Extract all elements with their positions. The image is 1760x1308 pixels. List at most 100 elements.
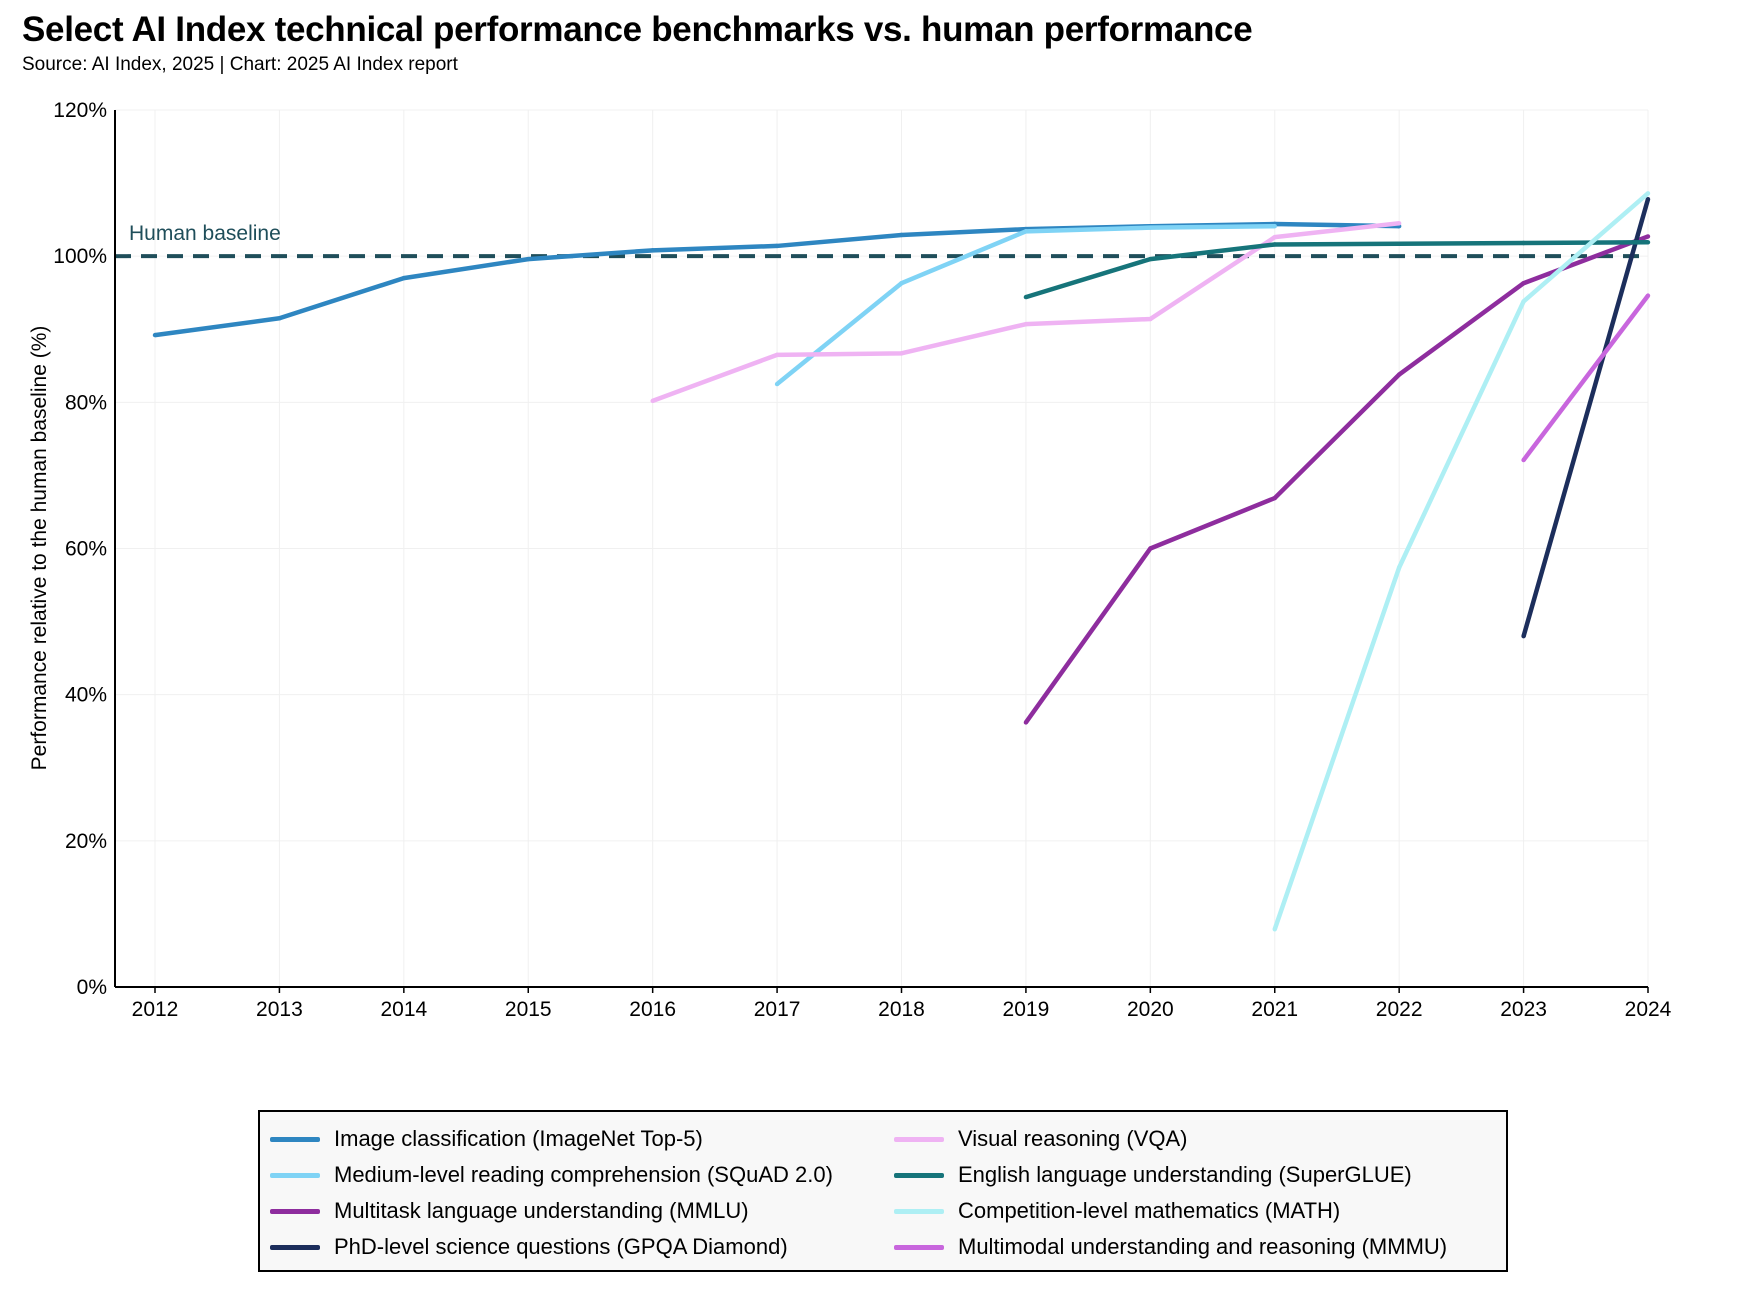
x-tick-label: 2014 xyxy=(380,998,427,1021)
y-tick-label: 100% xyxy=(53,245,107,268)
data-point xyxy=(899,351,904,356)
legend-item: Medium-level reading comprehension (SQuA… xyxy=(270,1158,833,1192)
data-point xyxy=(650,248,655,253)
data-point xyxy=(1023,229,1029,234)
data-point xyxy=(774,243,780,249)
y-tick-label: 20% xyxy=(65,830,107,853)
x-tick-label: 2021 xyxy=(1251,998,1298,1021)
data-point xyxy=(1272,927,1277,932)
y-tick-label: 0% xyxy=(77,976,107,999)
data-point xyxy=(152,332,158,338)
y-tick-label: 60% xyxy=(65,538,107,561)
legend: Image classification (ImageNet Top-5) Med… xyxy=(258,1110,1508,1272)
legend-swatch xyxy=(894,1208,944,1214)
data-point xyxy=(1645,234,1651,239)
data-point xyxy=(1521,299,1526,304)
legend-swatch xyxy=(894,1172,944,1178)
data-point xyxy=(1023,720,1029,725)
series xyxy=(1023,240,1651,300)
x-tick-label: 2023 xyxy=(1500,998,1547,1021)
legend-item: Visual reasoning (VQA) xyxy=(894,1122,1188,1156)
data-point xyxy=(526,256,531,262)
legend-label: Multitask language understanding (MMLU) xyxy=(334,1198,749,1223)
data-point xyxy=(1396,565,1402,570)
legend-swatch xyxy=(270,1208,320,1214)
chart-subtitle: Source: AI Index, 2025 | Chart: 2025 AI … xyxy=(22,54,458,75)
series-line xyxy=(1521,198,1651,637)
x-tick-label: 2022 xyxy=(1376,998,1423,1021)
legend-label: Multimodal understanding and reasoning (… xyxy=(958,1234,1448,1259)
legend-item: Multitask language understanding (MMLU) xyxy=(270,1194,749,1228)
line-chart: Human baseline 0% 20% 40% 60% 80% 100% 120% 201… xyxy=(28,99,1672,1021)
series-line xyxy=(1025,240,1649,300)
x-tick-label: 2016 xyxy=(629,998,676,1021)
series xyxy=(774,223,1277,387)
x-tick-label: 2020 xyxy=(1127,998,1174,1021)
x-tick-label: 2015 xyxy=(505,998,552,1021)
series xyxy=(1521,196,1651,639)
data-point xyxy=(899,232,904,238)
legend-label: Competition-level mathematics (MATH) xyxy=(958,1198,1341,1223)
legend-item: PhD-level science questions (GPQA Diamon… xyxy=(270,1230,788,1264)
data-point xyxy=(1521,457,1526,463)
legend-swatch xyxy=(270,1172,320,1178)
x-tick-label: 2018 xyxy=(878,998,925,1021)
legend-swatch xyxy=(894,1136,944,1142)
human-baseline: Human baseline xyxy=(115,222,1648,259)
data-point xyxy=(1521,240,1526,246)
data-point xyxy=(1023,294,1029,300)
y-tick-label: 40% xyxy=(65,684,107,707)
axes: 0% 20% 40% 60% 80% 100% 120% 2012 2013 2014 2015 20… xyxy=(53,99,1671,1021)
y-tick-label: 120% xyxy=(53,99,107,122)
data-point xyxy=(1645,191,1651,196)
data-point xyxy=(1521,281,1526,286)
series xyxy=(1023,234,1651,725)
data-point xyxy=(1396,372,1402,377)
series-line xyxy=(1521,294,1650,462)
legend-label: English language understanding (SuperGLU… xyxy=(958,1162,1412,1187)
data-point xyxy=(1645,293,1651,298)
data-point xyxy=(1148,256,1153,262)
data-point xyxy=(1148,316,1153,322)
y-tick-label: 80% xyxy=(65,391,107,414)
legend-item: English language understanding (SuperGLU… xyxy=(894,1158,1412,1192)
series xyxy=(650,221,1402,404)
data-point xyxy=(1521,634,1526,639)
y-axis-label: Performance relative to the human baseli… xyxy=(28,326,51,771)
series-line xyxy=(1024,234,1649,724)
legend-swatch xyxy=(270,1244,320,1250)
series xyxy=(1521,293,1651,463)
legend-item: Competition-level mathematics (MATH) xyxy=(894,1194,1340,1228)
data-point xyxy=(1148,546,1153,551)
legend-item: Image classification (ImageNet Top-5) xyxy=(270,1122,703,1156)
baseline-label: Human baseline xyxy=(129,222,281,245)
data-point xyxy=(899,281,904,286)
series-line xyxy=(1272,191,1650,930)
x-tick-label: 2013 xyxy=(256,998,303,1021)
legend-label: Visual reasoning (VQA) xyxy=(958,1126,1188,1151)
data-point xyxy=(1272,242,1277,247)
data-point xyxy=(1272,234,1277,240)
data-point xyxy=(1396,221,1402,226)
data-point xyxy=(774,352,780,358)
legend-swatch xyxy=(894,1244,944,1250)
series xyxy=(1272,191,1651,932)
x-tick-label: 2012 xyxy=(132,998,179,1021)
data-point xyxy=(774,381,780,387)
legend-label: PhD-level science questions (GPQA Diamon… xyxy=(334,1234,788,1259)
data-point xyxy=(1645,196,1651,202)
chart-title: Select AI Index technical performance be… xyxy=(22,10,1253,49)
x-tick-label: 2017 xyxy=(754,998,801,1021)
data-point xyxy=(650,398,655,404)
legend-label: Image classification (ImageNet Top-5) xyxy=(334,1126,703,1151)
data-point xyxy=(1148,225,1153,230)
legend-swatch xyxy=(270,1136,320,1142)
legend-item: Multimodal understanding and reasoning (… xyxy=(894,1230,1447,1264)
x-tick-label: 2024 xyxy=(1625,998,1672,1021)
legend-label: Medium-level reading comprehension (SQuA… xyxy=(334,1162,833,1187)
data-point xyxy=(1645,240,1651,245)
data-point xyxy=(1023,321,1029,327)
data-point xyxy=(1396,241,1402,246)
data-point xyxy=(401,275,407,281)
series-lines xyxy=(152,191,1651,932)
